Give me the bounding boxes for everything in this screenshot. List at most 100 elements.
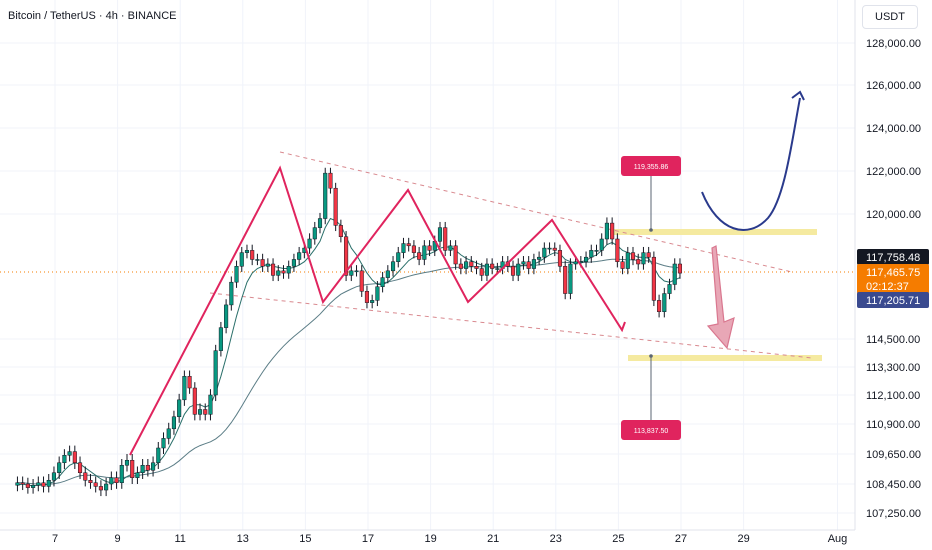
lower-level-label: 113,837.50 — [634, 428, 669, 435]
candle-body — [359, 270, 364, 292]
candle-body — [109, 477, 114, 485]
x-tick-label: 7 — [52, 533, 58, 545]
candle-body — [72, 451, 77, 464]
candle-body — [422, 245, 427, 260]
candle-body — [166, 428, 171, 439]
candle-body — [83, 472, 88, 481]
candle-body — [36, 482, 41, 486]
candle-body — [385, 270, 390, 278]
candle-body — [104, 483, 109, 491]
candle-body — [469, 261, 474, 267]
candle-body — [458, 263, 463, 269]
x-tick-label: 29 — [737, 533, 749, 545]
candle-body — [651, 256, 656, 301]
y-tick-label: 107,250.00 — [866, 508, 921, 520]
y-tick-label: 124,000.00 — [866, 123, 921, 135]
candle-body — [604, 222, 609, 240]
y-tick-label: 110,900.00 — [866, 419, 920, 431]
candle-body — [563, 266, 568, 294]
candle-body — [328, 172, 333, 189]
candle-body — [657, 300, 662, 312]
fast-moving-average — [17, 217, 681, 487]
grid-lines — [0, 0, 855, 530]
candle-body — [244, 250, 250, 253]
candle-body — [537, 256, 542, 260]
y-tick-label: 126,000.00 — [866, 80, 921, 92]
candle-body — [20, 482, 25, 485]
candle-body — [479, 268, 484, 276]
candle-body — [317, 218, 323, 228]
candle-body — [568, 263, 573, 294]
candle-body — [297, 252, 302, 260]
top-price-tag-box — [857, 249, 929, 265]
candle-body — [406, 243, 411, 247]
x-tick-label: Aug — [828, 533, 848, 545]
candle-body — [255, 259, 260, 261]
candle-body — [25, 483, 30, 488]
candle-body — [662, 293, 667, 312]
candle-body — [464, 261, 469, 269]
candle-body — [448, 245, 453, 251]
candle-body — [15, 482, 20, 486]
candle-body — [364, 291, 370, 303]
candle-body — [77, 462, 83, 473]
lower-level-label-box — [621, 420, 681, 440]
candle-body — [177, 399, 182, 418]
y-tick-label: 120,000.00 — [866, 209, 921, 221]
candle-body — [667, 284, 672, 294]
candle-body — [646, 252, 651, 258]
candle-body — [573, 261, 578, 265]
candle-body — [88, 480, 93, 483]
candle-body — [370, 300, 375, 303]
candle-body — [474, 266, 479, 269]
y-tick-label: 122,000.00 — [866, 166, 921, 178]
upper-label-dot — [649, 228, 653, 232]
candle-body — [594, 250, 599, 252]
time-axis[interactable]: 7 9 11 13 15 17 19 21 23 25 27 29 Aug — [52, 533, 847, 545]
candle-body — [495, 268, 500, 270]
x-tick-label: 27 — [675, 533, 687, 545]
candle-body — [130, 460, 135, 478]
support-zone — [628, 355, 822, 361]
candle-body — [443, 227, 448, 251]
slow-moving-average — [17, 258, 681, 485]
x-tick-label: 25 — [612, 533, 624, 545]
candle-body — [119, 465, 124, 483]
candle-body — [51, 472, 57, 481]
candle-body — [417, 252, 422, 260]
candle-body — [271, 263, 276, 276]
lower-trend-line — [209, 292, 813, 359]
bullish-projection-curve — [701, 97, 801, 231]
last-price-tag-box — [857, 264, 929, 294]
candle-body — [31, 484, 36, 488]
candle-body — [526, 261, 531, 269]
candle-body — [140, 465, 145, 473]
candle-body — [552, 247, 557, 251]
resistance-zone — [610, 229, 817, 235]
candle-body — [333, 187, 338, 226]
candle-body — [589, 250, 594, 258]
candle-body — [630, 252, 636, 260]
candle-body — [135, 472, 140, 478]
candle-body — [265, 263, 270, 267]
candle-body — [182, 376, 187, 401]
bearish-arrow — [706, 245, 735, 350]
currency-selector-button[interactable]: USDT — [862, 5, 918, 29]
price-axis[interactable]: 128,000.00 126,000.00 124,000.00 122,000.00… — [866, 38, 921, 520]
candle-body — [453, 245, 458, 265]
candle-body — [291, 259, 296, 267]
candle-body — [114, 477, 119, 483]
candle-body — [151, 462, 156, 471]
bottom-price-tag-box — [857, 292, 929, 308]
candle-body — [93, 482, 98, 487]
candle-body — [531, 259, 536, 269]
candle-body — [281, 270, 286, 274]
candle-body — [57, 462, 62, 473]
candle-body — [260, 259, 265, 267]
y-tick-label: 128,000.00 — [866, 38, 921, 50]
candle-body — [224, 304, 229, 328]
candle-body — [427, 245, 432, 251]
candle-body — [323, 172, 328, 219]
